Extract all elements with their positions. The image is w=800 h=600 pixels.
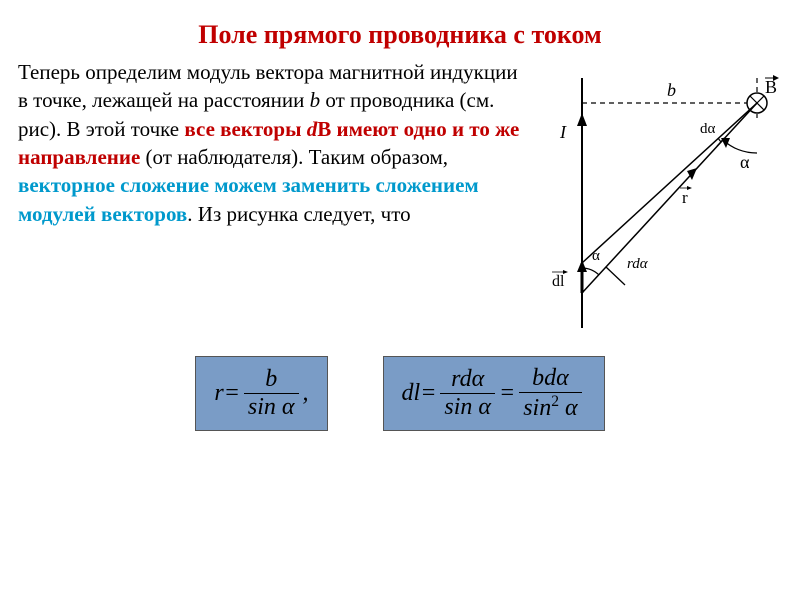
f1-lhs: r: [214, 380, 223, 407]
label-b: b: [667, 80, 676, 100]
f2-den1: sin α: [440, 393, 495, 421]
label-B: B: [765, 77, 777, 97]
var-b: b: [310, 88, 321, 112]
f2-frac1: rdα sin α: [440, 366, 495, 421]
f1-num: b: [261, 366, 281, 393]
label-rdalpha: rdα: [627, 256, 649, 272]
f2-eq2: =: [499, 380, 515, 407]
rdalpha-tick: [606, 267, 625, 285]
red-dB-B: B: [317, 117, 331, 141]
page-title: Поле прямого проводника с током: [0, 0, 800, 58]
f1-frac: b sin α: [244, 366, 299, 421]
geometry-diagram: b B I dα α r rdα dl α: [522, 58, 782, 338]
ray-bottom: [582, 103, 757, 293]
f2-num1: rdα: [447, 366, 488, 393]
f1-den: sin α: [244, 393, 299, 421]
f2-den2: sin2 α: [519, 392, 581, 422]
f1-eq: =: [224, 380, 240, 407]
red-dB-d: d: [307, 117, 318, 141]
text-part-3: (от наблюдателя). Таким образом,: [140, 145, 448, 169]
ray-top: [582, 103, 757, 263]
formula-row: r = b sin α , dl = rdα sin α = bdα sin2 …: [0, 356, 800, 431]
formula-r: r = b sin α ,: [195, 356, 327, 431]
r-vector-bar-head: [687, 186, 692, 190]
label-dalpha: dα: [700, 121, 716, 137]
label-small-alpha: α: [592, 248, 600, 264]
dl-vector-bar-head: [563, 270, 568, 274]
label-r: r: [682, 188, 688, 207]
f2-lhs: dl: [402, 380, 421, 407]
alpha-arc-arrowhead: [721, 138, 730, 148]
label-I: I: [559, 122, 567, 142]
current-arrowhead: [577, 113, 587, 126]
content-row: Теперь определим модуль вектора магнитно…: [0, 58, 800, 338]
f2-num2: bdα: [528, 365, 573, 392]
formula-dl: dl = rdα sin α = bdα sin2 α: [383, 356, 605, 431]
label-alpha: α: [740, 152, 750, 172]
f1-tail: ,: [303, 380, 309, 407]
f2-eq: =: [420, 380, 436, 407]
label-dl: dl: [552, 273, 565, 290]
f2-frac2: bdα sin2 α: [519, 365, 581, 422]
red-text-1: все векторы: [184, 117, 306, 141]
body-paragraph: Теперь определим модуль вектора магнитно…: [18, 58, 522, 338]
dl-arrowhead: [577, 260, 587, 272]
text-part-4: . Из рисунка следует, что: [187, 202, 410, 226]
